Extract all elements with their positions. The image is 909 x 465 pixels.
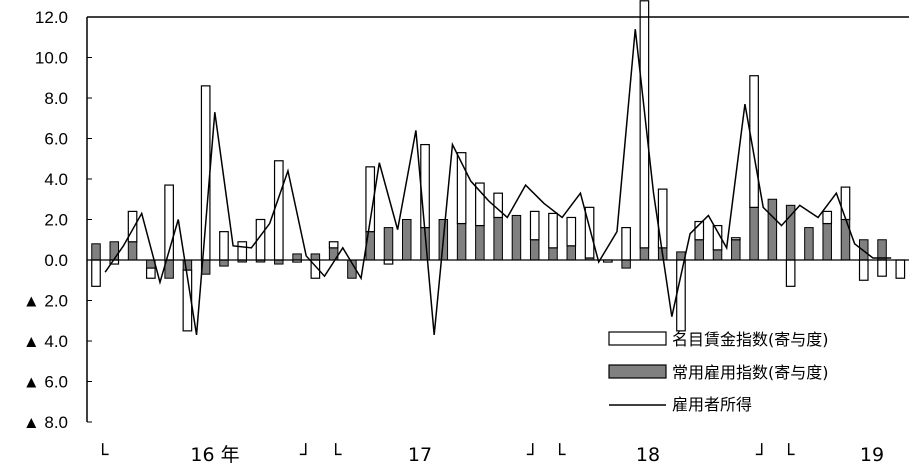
bar-nominal-wage bbox=[877, 259, 887, 277]
y-tick-label: ▲ 4.0 bbox=[23, 332, 68, 351]
bar-employment bbox=[383, 227, 394, 261]
bar-nominal-wage bbox=[694, 220, 705, 241]
y-tick-label: ▲ 6.0 bbox=[23, 373, 68, 392]
x-group-start-mark: └ bbox=[330, 442, 342, 465]
y-tick-label: 12.0 bbox=[35, 8, 68, 27]
line-employee-income bbox=[104, 29, 892, 336]
bar-employment bbox=[292, 253, 302, 261]
bar-nominal-wage bbox=[895, 259, 906, 279]
x-group-label: 16 年 bbox=[190, 444, 239, 465]
bar-employment bbox=[566, 245, 577, 261]
x-group-start-mark: └ bbox=[783, 442, 795, 465]
bar-nominal-wage bbox=[420, 143, 430, 229]
bar-employment bbox=[127, 241, 138, 261]
bar-employment bbox=[639, 247, 650, 261]
x-group-start-mark: └ bbox=[554, 442, 566, 465]
bar-nominal-wage bbox=[749, 75, 759, 208]
bar-employment bbox=[877, 239, 887, 261]
bar-employment bbox=[804, 227, 814, 261]
bar-employment bbox=[475, 225, 485, 261]
bar-nominal-wage bbox=[858, 259, 869, 281]
bar-nominal-wage bbox=[840, 186, 851, 221]
bar-employment bbox=[859, 239, 869, 261]
x-group-end-mark: ┘ bbox=[755, 442, 767, 465]
bar-nominal-wage bbox=[91, 259, 101, 287]
x-tick-labels: └ 16 年 ┘ └ 17 ┘ └ 18 ┘ └ 19 bbox=[97, 442, 884, 465]
legend: 名目賃金指数(寄与度) 常用雇用指数(寄与度) 雇用者所得 bbox=[608, 330, 829, 414]
bar-nominal-wage bbox=[493, 192, 504, 219]
y-tick-label: 8.0 bbox=[44, 89, 68, 108]
bar-employment bbox=[511, 214, 522, 261]
bar-nominal-wage bbox=[145, 267, 156, 279]
y-tick-label: ▲ 2.0 bbox=[23, 292, 68, 311]
bar-employment bbox=[310, 253, 321, 261]
bar-employment bbox=[822, 223, 832, 261]
bar-employment bbox=[274, 259, 284, 265]
y-tick-label: 4.0 bbox=[44, 170, 68, 189]
bar-employment bbox=[694, 239, 704, 261]
bar-nominal-wage bbox=[475, 182, 485, 227]
bar-nominal-wage bbox=[219, 231, 229, 261]
bar-employment bbox=[548, 247, 558, 261]
bar-employment bbox=[109, 241, 120, 261]
legend-label-nominal-wage: 名目賃金指数(寄与度) bbox=[672, 330, 829, 349]
bar-employment bbox=[767, 198, 778, 261]
bar-nominal-wage bbox=[529, 210, 540, 241]
bar-nominal-wage bbox=[365, 166, 376, 233]
y-tick-labels: 12.0 10.0 8.0 6.0 4.0 2.0 0.0 ▲ 2.0 ▲ 4.0 ▲ 6.0 ▲ … bbox=[23, 8, 68, 432]
legend-label-employee-income: 雇用者所得 bbox=[672, 395, 752, 414]
legend-label-employment: 常用雇用指数(寄与度) bbox=[672, 363, 829, 382]
y-tick-label: 2.0 bbox=[44, 211, 68, 230]
x-group-label: 19 bbox=[860, 444, 884, 465]
y-tick-label: 6.0 bbox=[44, 130, 68, 149]
bar-nominal-wage bbox=[328, 241, 339, 249]
bar-nominal-wage bbox=[273, 160, 284, 261]
bar-nominal-wage bbox=[657, 188, 668, 249]
bar-nominal-wage bbox=[548, 212, 558, 249]
x-group-label: 17 bbox=[408, 444, 432, 465]
bar-nominal-wage bbox=[383, 259, 394, 265]
bar-nominal-wage bbox=[730, 237, 741, 241]
bar-nominal-wage bbox=[676, 259, 686, 332]
bar-employment bbox=[621, 259, 631, 269]
bar-nominal-wage bbox=[456, 152, 467, 225]
bars-layer bbox=[91, 0, 906, 332]
bar-nominal-wage bbox=[621, 227, 631, 261]
x-group-end-mark: ┘ bbox=[526, 442, 538, 465]
bar-nominal-wage bbox=[127, 210, 138, 243]
bar-nominal-wage bbox=[584, 206, 595, 259]
bar-nominal-wage bbox=[822, 210, 833, 225]
x-group-start-mark: └ bbox=[97, 442, 109, 465]
bar-employment bbox=[749, 206, 759, 261]
x-group-label: 18 bbox=[636, 444, 660, 465]
legend-swatch-nominal-wage bbox=[608, 331, 667, 346]
legend-swatch-employment bbox=[608, 364, 667, 379]
axes-layer bbox=[86, 16, 909, 423]
bar-employment bbox=[712, 249, 723, 261]
x-group-end-mark: ┘ bbox=[299, 442, 311, 465]
bar-employment bbox=[402, 219, 412, 261]
bar-employment bbox=[493, 216, 503, 261]
bar-nominal-wage bbox=[566, 216, 577, 247]
y-tick-label: ▲ 8.0 bbox=[23, 413, 68, 432]
bar-employment bbox=[785, 204, 796, 261]
y-tick-label: 10.0 bbox=[35, 49, 68, 68]
bar-employment bbox=[219, 259, 229, 267]
bar-employment bbox=[529, 239, 540, 261]
bar-nominal-wage bbox=[639, 0, 650, 249]
bar-employment bbox=[91, 243, 101, 261]
bar-nominal-wage bbox=[200, 85, 211, 261]
bar-nominal-wage bbox=[237, 241, 248, 261]
bar-nominal-wage bbox=[785, 259, 796, 287]
line-layer bbox=[104, 29, 892, 336]
bar-employment bbox=[456, 223, 467, 261]
y-tick-label: 0.0 bbox=[44, 251, 68, 270]
bar-employment bbox=[731, 239, 741, 261]
